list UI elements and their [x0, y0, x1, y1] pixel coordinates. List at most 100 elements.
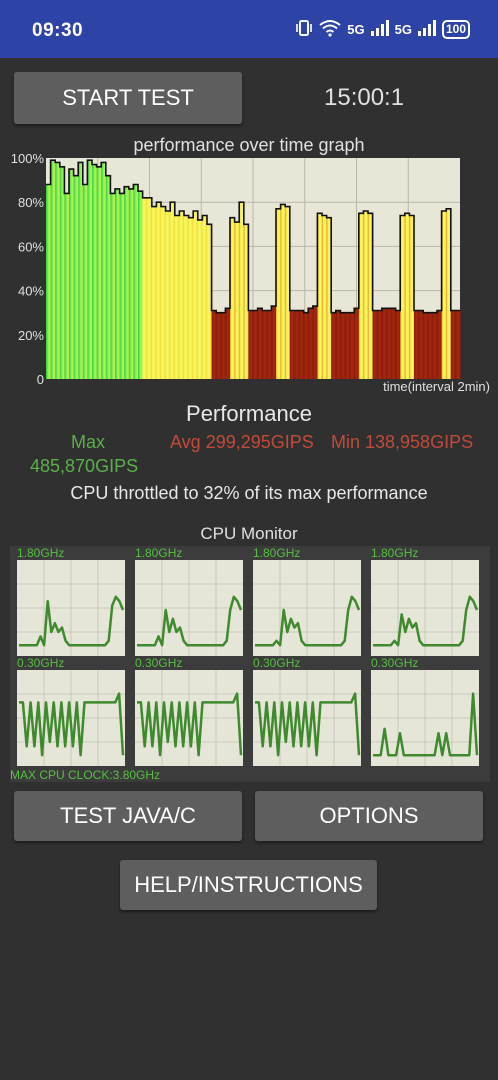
graph-bar	[455, 310, 461, 379]
cpu-core-chart	[17, 670, 125, 766]
graph-bar	[188, 217, 194, 379]
graph-bar	[82, 184, 88, 379]
graph-bar	[193, 211, 199, 379]
graph-bar	[285, 206, 291, 379]
cpu-core-frequency: 0.30GHz	[371, 656, 419, 670]
graph-bar	[372, 310, 378, 379]
graph-bar	[115, 188, 121, 379]
avg-value: Avg 299,295GIPS	[170, 432, 314, 452]
graph-bar	[423, 312, 429, 379]
graph-bar	[441, 211, 447, 379]
cpu-core-frequency: 0.30GHz	[253, 656, 301, 670]
cpu-core-chart	[135, 670, 243, 766]
help-instructions-button[interactable]: HELP/INSTRUCTIONS	[120, 860, 377, 910]
graph-bar	[381, 308, 387, 379]
graph-bar	[46, 184, 52, 379]
cpu-core-graph: 0.30GHz	[253, 656, 363, 766]
graph-bar	[230, 217, 236, 379]
graph-bar	[391, 308, 397, 379]
graph-bar	[151, 206, 157, 379]
graph-bar	[184, 215, 190, 379]
graph-bar	[156, 202, 162, 379]
graph-bar	[147, 197, 153, 379]
graph-bar	[257, 308, 263, 379]
graph-bar	[446, 208, 452, 379]
graph-bar	[50, 160, 56, 379]
start-test-button[interactable]: START TEST	[14, 72, 242, 124]
cpu-usage-line	[19, 692, 125, 757]
graph-bar	[312, 306, 318, 379]
max-value: 485,870GIPS	[30, 456, 139, 476]
throttle-text: CPU throttled to 32% of its max performa…	[70, 483, 428, 503]
network-label-1: 5G	[347, 22, 365, 37]
cpu-core-graph: 0.30GHz	[135, 656, 245, 766]
max-cpu-clock: MAX CPU CLOCK:3.80GHz	[10, 768, 161, 782]
graph-bar	[294, 310, 300, 379]
graph-bar	[386, 308, 392, 379]
graph-bar	[239, 202, 245, 379]
graph-bar	[124, 186, 130, 379]
performance-line	[46, 159, 460, 314]
graph-bar	[280, 204, 286, 379]
y-tick-label: 20%	[18, 328, 44, 343]
graph-bar	[220, 312, 226, 379]
max-label: Max	[70, 432, 105, 452]
cpu-core-graph: 1.80GHz	[371, 546, 481, 656]
y-tick-labels: 100% 80% 60% 40% 20% 0	[11, 151, 45, 387]
graph-bar	[377, 310, 383, 379]
options-button[interactable]: OPTIONS	[255, 791, 483, 841]
vibrate-icon	[295, 19, 313, 40]
network-label-2: 5G	[394, 22, 412, 37]
graph-bar	[161, 206, 167, 379]
y-tick-label: 80%	[18, 195, 44, 210]
graph-bar	[202, 215, 208, 379]
cpu-core-graph: 1.80GHz	[253, 546, 363, 656]
graph-bar	[322, 215, 328, 379]
cpu-core-graph: 0.30GHz	[17, 656, 127, 766]
graph-bar	[404, 213, 410, 379]
graph-bar	[450, 310, 456, 379]
graph-bar	[354, 308, 360, 379]
graph-bar	[262, 310, 268, 379]
y-tick-label: 60%	[18, 239, 44, 254]
graph-bar	[105, 175, 111, 379]
graph-bar	[110, 193, 116, 379]
graph-bar	[92, 164, 98, 379]
cpu-core-graph: 0.30GHz	[371, 656, 481, 766]
status-time: 09:30	[32, 20, 84, 41]
graph-bar	[87, 160, 93, 379]
graph-bar	[128, 188, 134, 379]
cpu-monitor-panel: 1.80GHz 1.80GHz 1.80GHz 1.80GHz 0.30GHz 0.30G…	[10, 546, 490, 782]
graph-bar	[368, 213, 374, 379]
cpu-usage-line	[19, 595, 125, 647]
cpu-core-graph: 1.80GHz	[135, 546, 245, 656]
graph-bar	[395, 310, 401, 379]
cpu-core-chart	[135, 560, 243, 656]
graph-bar	[243, 224, 249, 379]
graph-bar	[303, 312, 309, 379]
graph-bar	[418, 310, 424, 379]
cpu-core-chart	[371, 560, 479, 656]
performance-graph: 100% 80% 60% 40% 20% 0 time(interval 2min)	[11, 151, 490, 394]
min-value: Min 138,958GIPS	[331, 432, 474, 452]
y-tick-label: 0	[37, 372, 44, 387]
graph-bar	[170, 202, 176, 379]
graph-bar	[216, 312, 222, 379]
graph-bar	[73, 175, 79, 379]
graph-bar	[317, 213, 323, 379]
graph-title: performance over time graph	[133, 135, 365, 155]
graph-bar	[349, 312, 355, 379]
cpu-core-chart	[17, 560, 125, 656]
test-timer: 15:00:1	[324, 84, 405, 111]
graph-bar	[69, 169, 75, 379]
graph-bar	[308, 308, 314, 379]
graph-bar	[358, 213, 364, 379]
y-tick-label: 40%	[18, 284, 44, 299]
graph-bar	[266, 310, 272, 379]
signal-icon	[417, 20, 436, 39]
graph-bar	[400, 215, 406, 379]
test-java-c-button[interactable]: TEST JAVA/C	[14, 791, 242, 841]
cpu-core-frequency: 1.80GHz	[371, 546, 419, 560]
y-tick-label: 100%	[11, 151, 45, 166]
graph-bar	[179, 211, 185, 379]
